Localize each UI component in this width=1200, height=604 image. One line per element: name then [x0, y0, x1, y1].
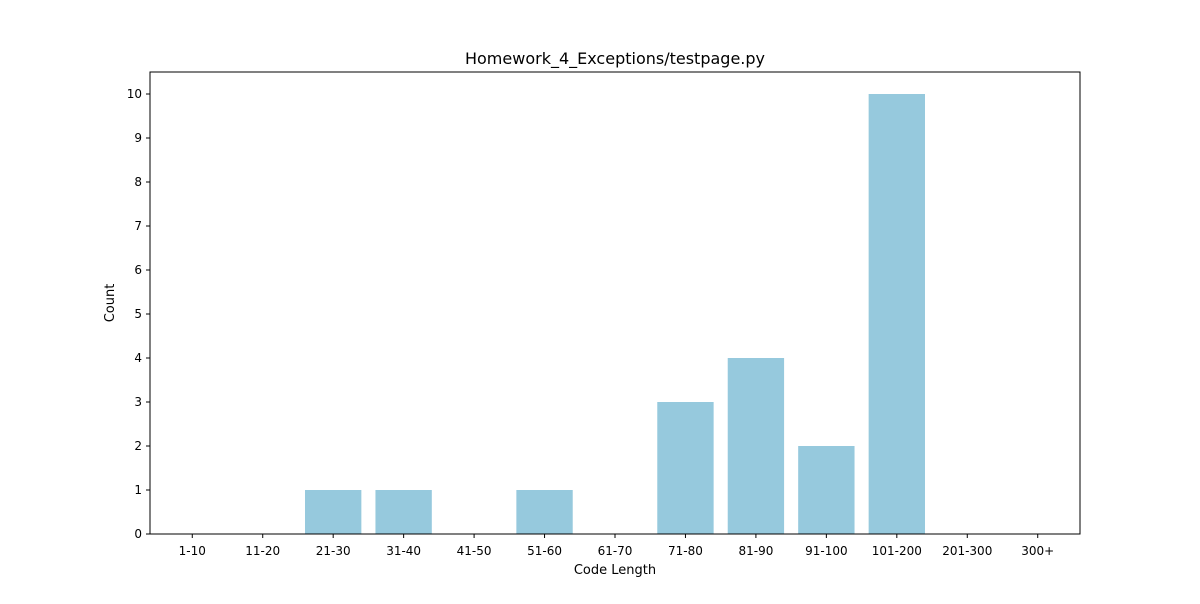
bar-31-40	[375, 490, 432, 534]
bars-layer	[305, 94, 925, 534]
y-ticks: 0 1 2 3 4 5 6 7 8 9 10	[127, 87, 150, 541]
bar-21-30	[305, 490, 362, 534]
y-tick-label: 8	[134, 175, 142, 189]
x-tick-label: 11-20	[245, 544, 280, 558]
bar-51-60	[516, 490, 573, 534]
x-tick-label: 1-10	[179, 544, 206, 558]
bar-71-80	[657, 402, 714, 534]
y-tick-label: 3	[134, 395, 142, 409]
y-tick-label: 0	[134, 527, 142, 541]
x-tick-label: 51-60	[527, 544, 562, 558]
y-tick-label: 1	[134, 483, 142, 497]
x-tick-label: 31-40	[386, 544, 421, 558]
x-tick-label: 91-100	[805, 544, 848, 558]
y-tick-label: 10	[127, 87, 142, 101]
y-tick-label: 9	[134, 131, 142, 145]
y-tick-label: 5	[134, 307, 142, 321]
x-tick-label: 201-300	[942, 544, 992, 558]
x-tick-label: 300+	[1021, 544, 1054, 558]
y-tick-label: 6	[134, 263, 142, 277]
x-tick-label: 41-50	[457, 544, 492, 558]
x-tick-label: 71-80	[668, 544, 703, 558]
x-axis-label: Code Length	[574, 563, 656, 578]
bar-91-100	[798, 446, 855, 534]
chart-title: Homework_4_Exceptions/testpage.py	[465, 49, 765, 69]
bar-81-90	[727, 358, 785, 534]
y-tick-label: 4	[134, 351, 142, 365]
y-tick-label: 7	[134, 219, 142, 233]
y-tick-label: 2	[134, 439, 142, 453]
x-tick-label: 81-90	[738, 544, 773, 558]
x-ticks: 1-10 11-20 21-30 31-40 41-50 51-60 61-70 71-80 8…	[179, 534, 1054, 558]
x-tick-label: 21-30	[316, 544, 351, 558]
x-tick-label: 101-200	[872, 544, 922, 558]
bar-101-200	[868, 94, 925, 534]
x-tick-label: 61-70	[598, 544, 633, 558]
y-axis-label: Count	[103, 284, 118, 323]
